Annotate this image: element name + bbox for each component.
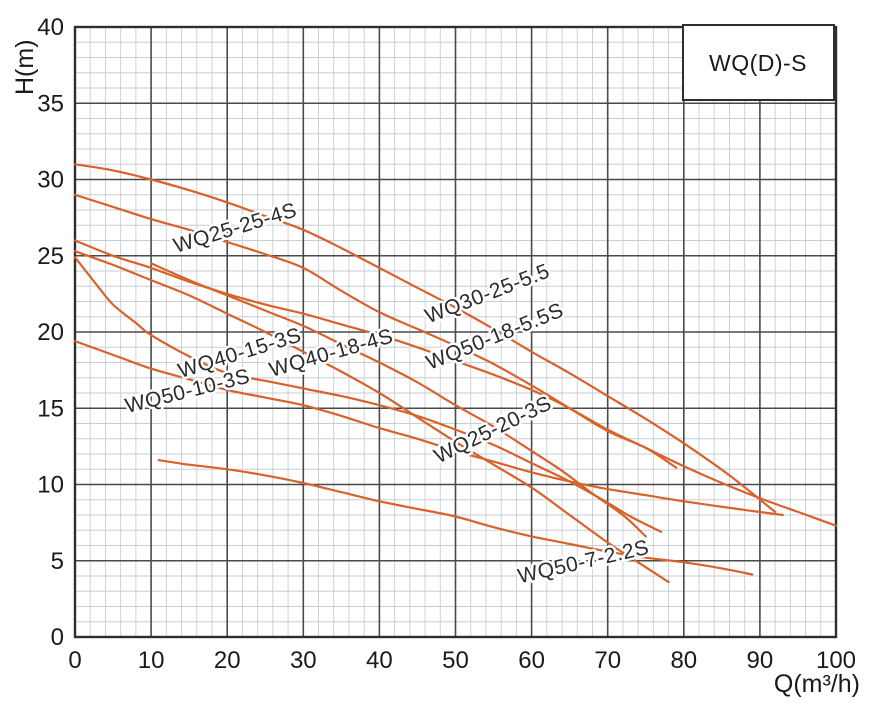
curve-label-WQ25-25-4S: WQ25-25-4S (171, 199, 300, 258)
plot-border (73, 25, 838, 639)
x-tick-label: 10 (138, 647, 165, 674)
y-tick-label: 10 (37, 472, 64, 499)
y-tick-label: 20 (37, 319, 64, 346)
curve-label-WQ50-7-2.2S: WQ50-7-2.2S (516, 536, 652, 589)
legend-box (682, 24, 835, 101)
y-axis-title: H(m) (11, 39, 39, 95)
curve-WQ50-7-2.2S (157, 459, 754, 576)
legend-label: WQ(D)-S (709, 50, 807, 76)
grid-layer (74, 26, 837, 638)
x-tick-label: 0 (68, 647, 81, 674)
y-tick-label: 25 (37, 243, 64, 270)
x-tick-label: 100 (816, 647, 856, 674)
tick-labels-layer: 0 10 20 30 40 50 60 70 80 90 100 0 5 10 15 20 25 30 35 40 (37, 14, 856, 674)
curve-WQ25-20-3S (73, 250, 670, 584)
y-tick-label: 35 (37, 90, 64, 117)
x-tick-label: 20 (214, 647, 241, 674)
y-tick-label: 5 (51, 548, 64, 575)
curves-layer (73, 163, 838, 584)
y-tick-label: 40 (37, 14, 64, 41)
x-tick-label: 90 (747, 647, 774, 674)
x-tick-label: 40 (366, 647, 393, 674)
y-tick-label: 0 (51, 624, 64, 651)
x-tick-label: 50 (442, 647, 469, 674)
y-tick-label: 30 (37, 167, 64, 194)
x-tick-label: 60 (518, 647, 545, 674)
curve-WQ50-10-3S (73, 340, 784, 517)
x-tick-label: 80 (670, 647, 697, 674)
curve-WQ30-25-5.5 (73, 163, 777, 513)
legend: WQ(D)-S (682, 24, 835, 101)
x-axis-title: Q(m³/h) (774, 670, 860, 698)
curve-WQ40-18-4S (150, 262, 647, 538)
curve-label-WQ25-20-3S: WQ25-20-3S (431, 392, 556, 469)
x-tick-label: 30 (290, 647, 317, 674)
x-tick-label: 70 (594, 647, 621, 674)
y-tick-label: 15 (37, 395, 64, 422)
